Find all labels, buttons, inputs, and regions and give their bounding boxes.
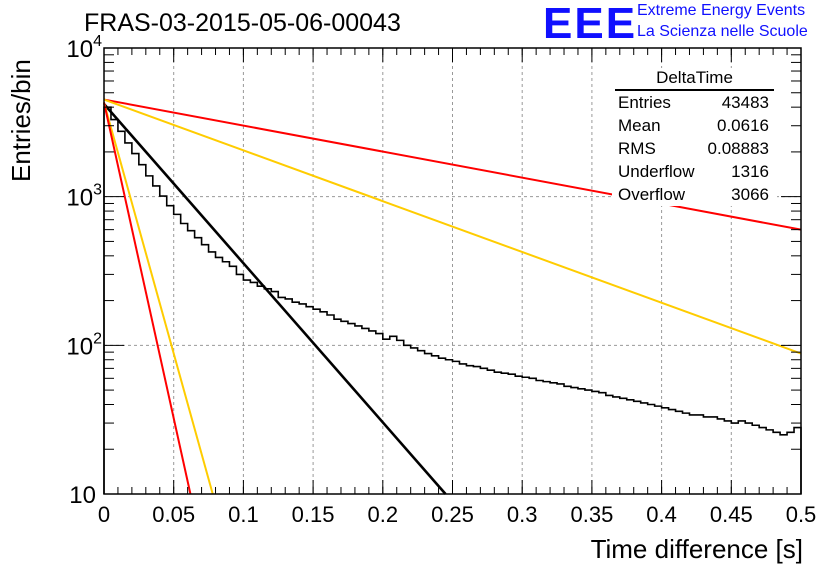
fit-line bbox=[103, 102, 214, 495]
stats-title: DeltaTime bbox=[615, 68, 774, 91]
stats-label: Overflow bbox=[618, 185, 686, 204]
x-tick-label: 0 bbox=[98, 502, 110, 527]
stats-label: Entries bbox=[618, 93, 671, 112]
fit-line bbox=[103, 98, 802, 231]
x-tick-label: 0.3 bbox=[507, 502, 538, 527]
stats-row: Underflow 1316 bbox=[612, 160, 777, 183]
x-tick-label: 0.4 bbox=[646, 502, 677, 527]
x-tick-label: 0.35 bbox=[570, 502, 613, 527]
stats-value: 0.08883 bbox=[707, 139, 769, 158]
brand-line-1: Extreme Energy Events bbox=[637, 2, 806, 19]
x-tick-label: 0.25 bbox=[431, 502, 474, 527]
stats-value: 43483 bbox=[721, 93, 769, 112]
y-tick-label: 102 bbox=[66, 330, 102, 360]
histogram bbox=[103, 106, 802, 494]
fit-line bbox=[103, 98, 802, 355]
stats-row: RMS 0.08883 bbox=[612, 137, 777, 160]
stats-label: RMS bbox=[618, 139, 656, 158]
x-tick-label: 0.1 bbox=[228, 502, 259, 527]
y-tick-label: 103 bbox=[66, 182, 102, 212]
histogram-steps bbox=[103, 106, 802, 494]
stats-label: Mean bbox=[618, 116, 661, 135]
x-tick-label: 0.05 bbox=[152, 502, 195, 527]
y-axis-label: Entries/bin bbox=[6, 59, 36, 182]
stats-box: DeltaTime Entries 43483 Mean 0.0616 RMS 0.0… bbox=[612, 68, 777, 206]
stats-row: Entries 43483 bbox=[612, 91, 777, 114]
tick-labels: 0 0.05 0.1 0.15 0.2 0.25 0.3 0.35 0.4 0.45 0.5 10 10… bbox=[66, 33, 816, 527]
fit-line bbox=[103, 103, 447, 495]
brand-line-2: La Scienza nelle Scuole bbox=[637, 23, 808, 40]
y-tick-label: 104 bbox=[66, 33, 102, 63]
chart-title: FRAS-03-2015-05-06-00043 bbox=[84, 9, 401, 37]
stats-row: Mean 0.0616 bbox=[612, 114, 777, 137]
stats-label: Underflow bbox=[618, 162, 695, 181]
stats-value: 3066 bbox=[731, 185, 769, 204]
fit-line bbox=[103, 102, 192, 495]
axis-ticks bbox=[103, 47, 802, 495]
x-axis-label: Time difference [s] bbox=[590, 534, 803, 564]
stats-row: Overflow 3066 bbox=[612, 183, 777, 206]
x-tick-label: 0.15 bbox=[292, 502, 335, 527]
x-tick-label: 0.5 bbox=[786, 502, 817, 527]
stats-value: 0.0616 bbox=[717, 116, 769, 135]
y-tick-label: 10 bbox=[69, 482, 96, 509]
fit-curves bbox=[103, 98, 802, 495]
stats-value: 1316 bbox=[731, 162, 769, 181]
eee-logo: EEE bbox=[543, 0, 638, 48]
x-tick-label: 0.2 bbox=[368, 502, 399, 527]
x-tick-label: 0.45 bbox=[710, 502, 753, 527]
